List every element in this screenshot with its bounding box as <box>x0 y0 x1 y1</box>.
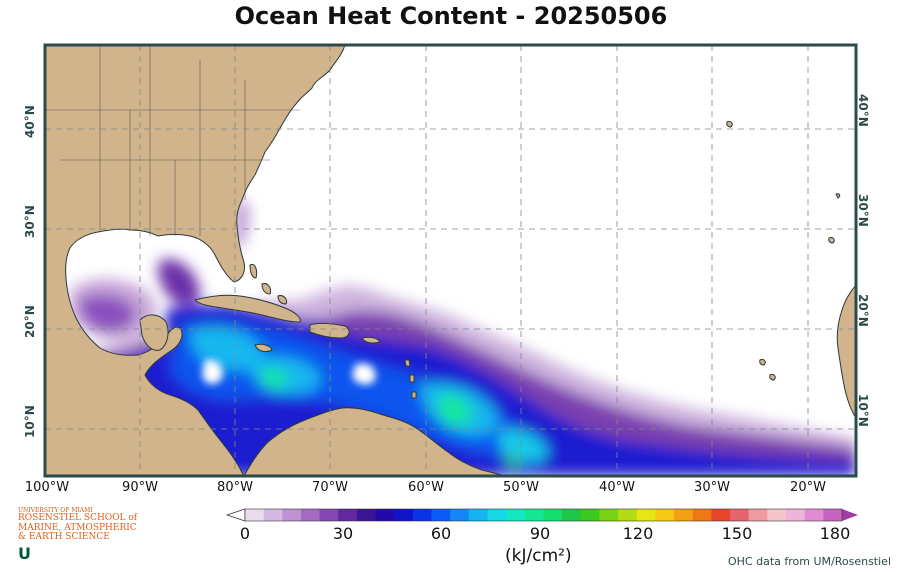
logo-university: UNIVERSITY OF MIAMI <box>18 507 93 514</box>
colorbar-tick: 90 <box>529 524 551 543</box>
colorbar-tick: 180 <box>819 524 851 543</box>
colorbar-segment <box>543 509 563 521</box>
colorbar-segment <box>636 509 656 521</box>
colorbar-segment <box>767 509 787 521</box>
bermuda <box>726 121 733 128</box>
colorbar-min-arrow <box>225 508 246 522</box>
colorbar-segment <box>245 509 265 521</box>
colorbar-segment <box>711 509 731 521</box>
colorbar-segment <box>580 509 600 521</box>
colorbar-segment <box>562 509 582 521</box>
lat-label: 30°N <box>23 205 37 238</box>
lat-label: 40°N <box>23 105 37 138</box>
lon-label: 20°W <box>790 480 826 495</box>
lon-label: 100°W <box>24 480 70 495</box>
lon-label: 60°W <box>408 480 444 495</box>
colorbar-segment <box>487 509 507 521</box>
colorbar-segment <box>338 509 358 521</box>
colorbar-segment <box>356 509 377 521</box>
colorbar-max-arrow <box>842 509 858 521</box>
colorbar-tick: 120 <box>622 524 654 543</box>
colorbar-segment <box>804 509 824 521</box>
colorbar-segment <box>524 509 544 521</box>
colorbar-segment <box>394 509 414 521</box>
colorbar-segment <box>468 509 489 521</box>
colorbar-segment <box>319 509 339 521</box>
lat-label: 10°N <box>23 405 37 438</box>
lat-label: 40°N <box>856 94 870 127</box>
map-frame <box>43 43 858 478</box>
lon-label: 70°W <box>312 480 348 495</box>
yucatan <box>139 314 169 351</box>
colorbar-units: (kJ/cm²) <box>505 546 572 566</box>
lon-label: 30°W <box>694 480 730 495</box>
colorbar-segment <box>412 509 433 521</box>
azores <box>828 193 841 244</box>
puerto-rico <box>361 336 381 344</box>
south-america <box>243 407 506 476</box>
jamaica <box>254 343 273 353</box>
bahamas <box>249 263 287 305</box>
lon-label: 90°W <box>122 480 158 495</box>
state-borders <box>45 45 300 236</box>
colorbar-segment <box>618 509 638 521</box>
logo-school-line3: & EARTH SCIENCE <box>18 532 110 543</box>
cuba <box>194 294 301 323</box>
colorbar-segment <box>263 509 283 521</box>
lat-label: 20°N <box>856 294 870 327</box>
lon-label: 50°W <box>503 480 539 495</box>
colorbar-segment <box>300 509 321 521</box>
colorbar-tick: 30 <box>332 524 354 543</box>
colorbar-segment <box>730 509 750 521</box>
rosenstiel-logo: UNIVERSITY OF MIAMI ROSENSTIEL SCHOOL of… <box>18 507 138 563</box>
data-credit: OHC data from UM/Rosenstiel <box>728 555 891 568</box>
lat-label: 10°N <box>856 394 870 427</box>
lat-label: 20°N <box>23 305 37 338</box>
colorbar-segment <box>748 509 768 521</box>
colorbar-segment <box>431 509 451 521</box>
colorbar-segment <box>655 509 675 521</box>
colorbar-segment <box>786 509 806 521</box>
lon-label: 80°W <box>217 480 253 495</box>
colorbar-tick: 150 <box>721 524 753 543</box>
colorbar-segment <box>450 509 470 521</box>
colorbar-border <box>244 508 843 522</box>
graticule <box>45 45 856 476</box>
colorbar-tick: 0 <box>239 524 251 543</box>
u-logo-icon: U <box>18 543 31 563</box>
colorbar-segment <box>506 509 526 521</box>
colorbar-segment <box>674 509 694 521</box>
colorbar-segment <box>599 509 619 521</box>
logo-school-line2: MARINE, ATMOSPHERIC <box>18 522 137 533</box>
colorbar <box>225 508 858 522</box>
cape-verde <box>759 359 776 381</box>
map-title: Ocean Heat Content - 20250506 <box>234 2 668 30</box>
colorbar-segment <box>823 509 843 521</box>
lesser-antilles <box>404 359 417 399</box>
colorbar-segment <box>282 509 302 521</box>
hispaniola <box>309 322 350 339</box>
colorbar-segment <box>375 509 395 521</box>
colorbar-tick: 60 <box>430 524 452 543</box>
logo-school: ROSENSTIEL SCHOOL of <box>18 513 138 524</box>
colorbar-segment <box>692 509 712 521</box>
africa <box>836 284 856 419</box>
lat-label: 30°N <box>856 194 870 227</box>
lon-label: 40°W <box>599 480 635 495</box>
